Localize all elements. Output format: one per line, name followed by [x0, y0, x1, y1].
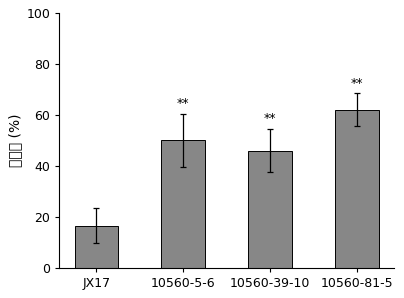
- Text: **: **: [351, 77, 363, 90]
- Y-axis label: 存活率 (%): 存活率 (%): [8, 114, 22, 167]
- Bar: [162, 140, 205, 268]
- Text: **: **: [264, 112, 276, 125]
- Bar: [248, 151, 292, 268]
- Text: **: **: [177, 97, 189, 110]
- Bar: [335, 110, 379, 268]
- Bar: [75, 226, 118, 268]
